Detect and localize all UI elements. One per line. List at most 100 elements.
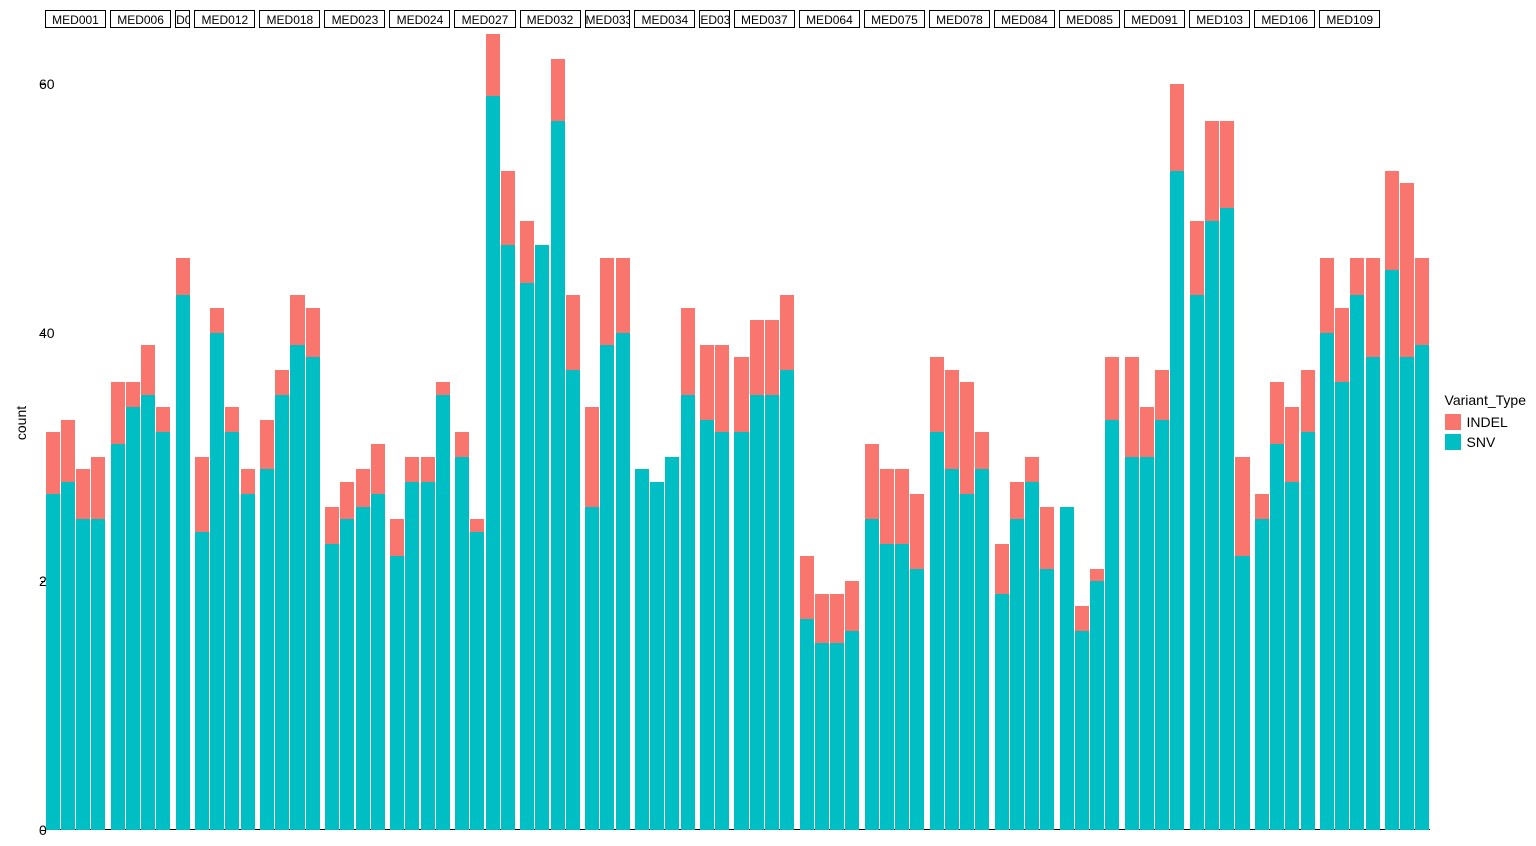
- bar-snv: [126, 407, 140, 830]
- bar-snv: [1075, 631, 1089, 830]
- bar-indel: [880, 469, 894, 544]
- bar-snv: [260, 469, 274, 830]
- facet-strip: ED03: [699, 10, 730, 28]
- bar-snv: [1190, 295, 1204, 830]
- bar-indel: [46, 432, 60, 494]
- bar-snv: [195, 532, 209, 831]
- facet-panel: [389, 34, 450, 830]
- facet-strip: MED078: [929, 10, 990, 28]
- bar-snv: [734, 432, 748, 830]
- bar-indel: [1170, 84, 1184, 171]
- bar-indel: [1366, 258, 1380, 358]
- facet-strip: MED033: [585, 10, 631, 28]
- y-axis-label: count: [13, 406, 29, 440]
- bar-indel: [1385, 171, 1399, 271]
- bar-indel: [1040, 507, 1054, 569]
- bar-snv: [880, 544, 894, 830]
- bar-snv: [585, 507, 599, 830]
- bar-snv: [1335, 382, 1349, 830]
- bar-snv: [995, 594, 1009, 830]
- bar-indel: [520, 221, 534, 283]
- bar-snv: [551, 121, 565, 830]
- bar-indel: [91, 457, 105, 519]
- facet-strip: MED023: [324, 10, 385, 28]
- facet-strip: MED032: [520, 10, 581, 28]
- bar-indel: [306, 308, 320, 358]
- bar-indel: [1155, 370, 1169, 420]
- bar-snv: [535, 245, 549, 830]
- bar-snv: [1060, 507, 1074, 830]
- bar-snv: [616, 333, 630, 831]
- bar-snv: [1366, 357, 1380, 830]
- bar-indel: [1075, 606, 1089, 631]
- bar-indel: [681, 308, 695, 395]
- facet-panel: [520, 34, 581, 830]
- bar-indel: [1301, 370, 1315, 432]
- bar-indel: [780, 295, 794, 370]
- bar-indel: [1190, 221, 1204, 296]
- bar-snv: [210, 333, 224, 831]
- bar-indel: [1205, 121, 1219, 221]
- legend-item: INDEL: [1445, 414, 1526, 430]
- bar-indel: [551, 59, 565, 121]
- bar-indel: [1350, 258, 1364, 295]
- bar-snv: [1270, 444, 1284, 830]
- facet-strip: MED103: [1189, 10, 1250, 28]
- facet-strip: MED012: [194, 10, 255, 28]
- bar-snv: [715, 432, 729, 830]
- bar-snv: [895, 544, 909, 830]
- bar-snv: [1285, 482, 1299, 830]
- facet-panel: [1189, 34, 1250, 830]
- bar-snv: [930, 432, 944, 830]
- facet-panel: [110, 34, 171, 830]
- bar-indel: [960, 382, 974, 494]
- bar-snv: [225, 432, 239, 830]
- facet-strip: D0: [175, 10, 190, 28]
- bar-snv: [325, 544, 339, 830]
- bar-indel: [371, 444, 385, 494]
- bar-indel: [616, 258, 630, 333]
- bar-indel: [734, 357, 748, 432]
- bar-snv: [290, 345, 304, 830]
- facet-panel: [175, 34, 190, 830]
- bar-indel: [750, 320, 764, 395]
- legend-swatch: [1445, 434, 1461, 450]
- bar-indel: [700, 345, 714, 420]
- bar-indel: [356, 469, 370, 506]
- legend: Variant_Type INDELSNV: [1445, 392, 1526, 454]
- bar-indel: [995, 544, 1009, 594]
- bar-indel: [501, 171, 515, 246]
- bar-snv: [371, 494, 385, 830]
- facet-strip: MED037: [734, 10, 795, 28]
- bar-indel: [340, 482, 354, 519]
- bar-snv: [1235, 556, 1249, 830]
- facet-panel: [734, 34, 795, 830]
- bar-snv: [960, 494, 974, 830]
- bar-snv: [635, 469, 649, 830]
- bar-snv: [945, 469, 959, 830]
- bar-snv: [1010, 519, 1024, 830]
- bar-snv: [1301, 432, 1315, 830]
- bar-indel: [195, 457, 209, 532]
- bar-snv: [830, 643, 844, 830]
- bar-snv: [470, 532, 484, 831]
- bar-snv: [1220, 208, 1234, 830]
- variant-count-chart: count 0204060MED001MED006D0MED012MED018M…: [0, 0, 1536, 846]
- bar-snv: [700, 420, 714, 830]
- bar-snv: [800, 619, 814, 830]
- bar-indel: [436, 382, 450, 394]
- bar-indel: [975, 432, 989, 469]
- bar-snv: [1025, 482, 1039, 830]
- bar-snv: [865, 519, 879, 830]
- bar-indel: [800, 556, 814, 618]
- bar-snv: [765, 395, 779, 830]
- bar-snv: [1170, 171, 1184, 830]
- bar-indel: [290, 295, 304, 345]
- facet-panel: [1319, 34, 1380, 830]
- facet-panel: [864, 34, 925, 830]
- bar-snv: [845, 631, 859, 830]
- bar-snv: [665, 457, 679, 830]
- facet-panel: [324, 34, 385, 830]
- bar-indel: [390, 519, 404, 556]
- bar-snv: [1140, 457, 1154, 830]
